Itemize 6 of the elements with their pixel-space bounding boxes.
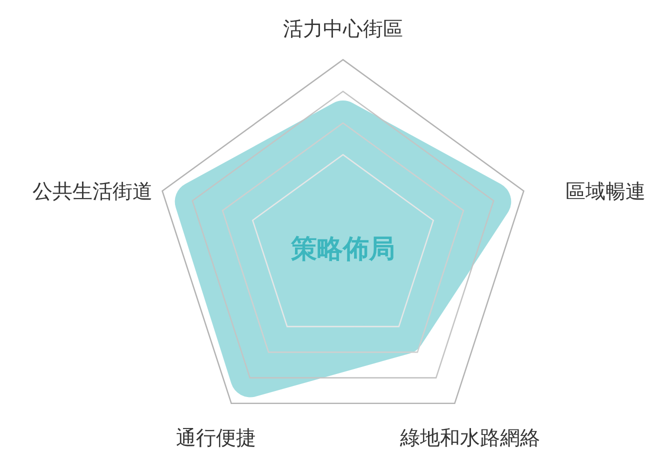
spoke-label: 區域暢連 [566, 178, 646, 203]
text: 策略佈局 [290, 234, 395, 265]
spoke-label: 活力中心街區 [283, 16, 403, 41]
spoke-label: 通行便捷 [176, 425, 256, 450]
spoke-label: 公共生活街道 [32, 178, 152, 203]
spoke-label: 綠地和水路網絡 [398, 425, 540, 450]
